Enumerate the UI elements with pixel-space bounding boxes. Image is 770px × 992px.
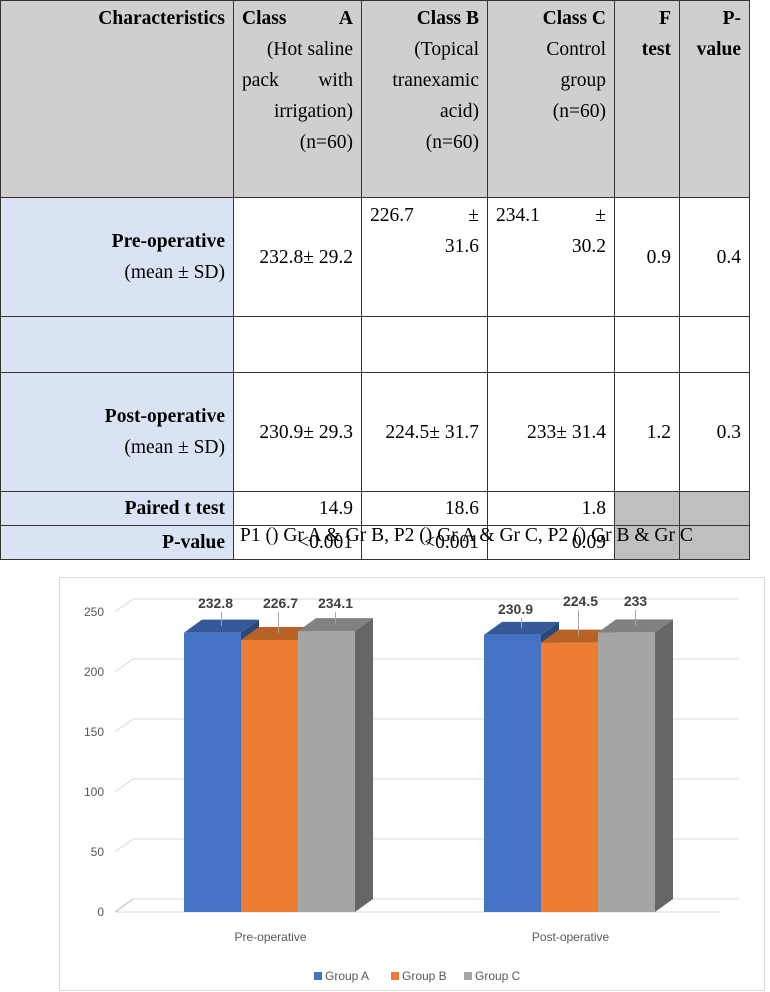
- legend-swatch: [314, 972, 322, 980]
- header-p-value: P- value: [679, 0, 750, 198]
- gridline-depth: [114, 778, 134, 793]
- bar-top: [184, 619, 259, 633]
- results-table: Characteristics Class A (Hot saline pack w…: [0, 0, 750, 560]
- bar: [184, 632, 241, 912]
- cell-post-p: 0.3: [679, 372, 750, 492]
- cell-grey: [614, 491, 680, 526]
- row-label-pre: Pre-operative (mean ± SD): [0, 197, 234, 317]
- bar-chart: 0 50 100 150 200 250 232.8 226.7 234.1 230.9 224.5…: [59, 577, 765, 991]
- table-row-paired-t: Paired t test 14.9 18.6 1.8: [0, 491, 750, 526]
- y-tick-label: 100: [84, 785, 104, 799]
- gridline-depth: [114, 718, 134, 733]
- cell-paired-c: 1.8: [487, 491, 615, 526]
- data-label: 232.8: [198, 595, 233, 611]
- bar-side: [355, 618, 373, 912]
- bar: [298, 631, 355, 912]
- cell-grey: [679, 525, 750, 560]
- bar: [598, 632, 655, 912]
- row-label-post: Post-operative (mean ± SD): [0, 372, 234, 492]
- legend-label: Group B: [402, 969, 447, 983]
- cell-pre-b: 226.7 ± 31.6: [361, 197, 488, 317]
- table-header-row: Characteristics Class A (Hot saline pack w…: [0, 0, 750, 198]
- cell-empty: [487, 316, 615, 373]
- data-label: 234.1: [318, 595, 353, 611]
- cell-pre-p: 0.4: [679, 197, 750, 317]
- x-category-label: Pre-operative: [234, 930, 306, 944]
- table-footnote: P1 () Gr A & Gr B, P2 () Gr A & Gr C, P2…: [240, 525, 693, 546]
- bar-side: [655, 619, 673, 912]
- gridline-depth: [114, 838, 134, 853]
- header-f-test: F test: [614, 0, 680, 198]
- cell-empty: [614, 316, 680, 373]
- cell-post-b: 224.5± 31.7: [361, 372, 488, 492]
- cell-post-c: 233± 31.4: [487, 372, 615, 492]
- y-tick-label: 250: [84, 605, 104, 619]
- data-label: 226.7: [263, 595, 298, 611]
- cell-empty: [679, 316, 750, 373]
- y-tick-label: 150: [84, 725, 104, 739]
- gridline-depth: [114, 658, 134, 673]
- bar-top: [598, 619, 673, 633]
- y-tick-label: 200: [84, 665, 104, 679]
- bar-chart-svg: 0 50 100 150 200 250 232.8 226.7 234.1 230.9 224.5…: [84, 593, 738, 983]
- cell-pvalue-b: <0.001: [361, 525, 488, 560]
- header-class-b: Class B (Topical tranexamic acid) (n=60): [361, 0, 488, 198]
- cell-pvalue-c: 0.09: [487, 525, 615, 560]
- cell-post-a: 230.9± 29.3: [233, 372, 362, 492]
- data-label: 230.9: [498, 601, 533, 617]
- floor-edge: [114, 898, 134, 913]
- data-label: 224.5: [563, 593, 598, 609]
- bar: [241, 639, 298, 912]
- y-tick-label: 0: [97, 905, 104, 919]
- cell-empty: [233, 316, 362, 373]
- legend-label: Group C: [475, 969, 521, 983]
- legend-label: Group A: [325, 969, 369, 983]
- bar-top: [298, 618, 373, 632]
- bar-top: [241, 626, 316, 640]
- bar: [541, 642, 598, 912]
- table-row-empty: [0, 316, 750, 373]
- table-row-pre-operative: Pre-operative (mean ± SD) 232.8± 29.2 22…: [0, 197, 750, 317]
- legend-swatch: [391, 972, 399, 980]
- cell-post-f: 1.2: [614, 372, 680, 492]
- table-row-p-value: P-value <0.001 <0.001 0.09: [0, 525, 750, 560]
- cell-empty-label: [0, 316, 234, 373]
- data-label: 233: [624, 593, 648, 609]
- row-label-pvalue: P-value: [0, 525, 234, 560]
- gridline-depth: [114, 598, 134, 613]
- cell-pre-c: 234.1 ± 30.2: [487, 197, 615, 317]
- row-label-paired: Paired t test: [0, 491, 234, 526]
- cell-pre-f: 0.9: [614, 197, 680, 317]
- header-characteristics: Characteristics: [0, 0, 234, 198]
- cell-empty: [361, 316, 488, 373]
- table-row-post-operative: Post-operative (mean ± SD) 230.9± 29.3 2…: [0, 372, 750, 492]
- x-category-label: Post-operative: [532, 930, 610, 944]
- y-tick-label: 50: [91, 845, 105, 859]
- cell-paired-b: 18.6: [361, 491, 488, 526]
- bar: [484, 634, 541, 912]
- cell-paired-a: 14.9: [233, 491, 362, 526]
- header-class-c: Class C Control group (n=60): [487, 0, 615, 198]
- cell-pvalue-a: <0.001: [233, 525, 362, 560]
- legend-swatch: [464, 972, 472, 980]
- header-class-a: Class A (Hot saline pack with irrigation) …: [233, 0, 362, 198]
- cell-grey: [679, 491, 750, 526]
- cell-pre-a: 232.8± 29.2: [233, 197, 362, 317]
